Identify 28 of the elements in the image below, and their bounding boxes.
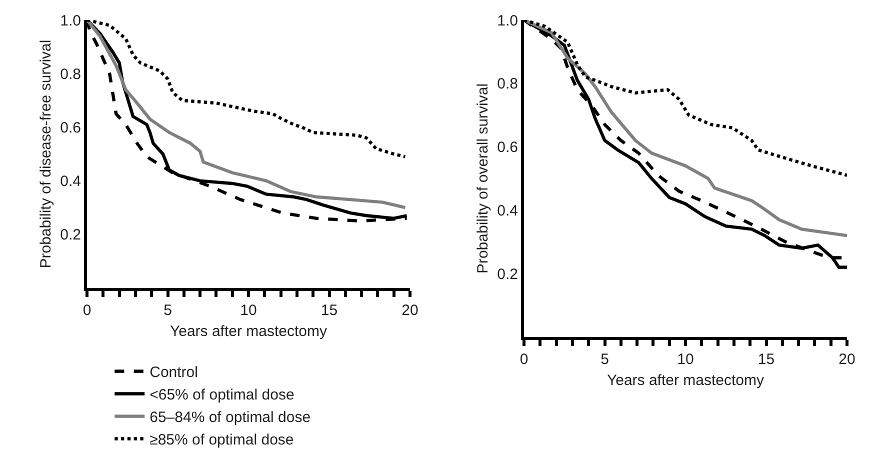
x-tick-label: 20 [838, 351, 856, 368]
x-axis-title: Years after mastectomy [606, 372, 764, 389]
y-tick-label: 0.2 [497, 266, 518, 283]
y-axis-title: Probability of disease-free survival [37, 40, 54, 268]
y-tick-label: 1.0 [497, 12, 518, 30]
y-tick-label: 0.2 [60, 226, 81, 244]
legend-label: 65–84% of optimal dose [150, 409, 311, 426]
legend-label: Control [150, 364, 198, 382]
legend-label: ≥85% of optimal dose [150, 432, 294, 449]
x-tick-label: 10 [240, 302, 257, 319]
x-tick-label: 5 [600, 351, 609, 368]
y-tick-label: 0.4 [60, 173, 81, 190]
x-tick-label: 5 [164, 302, 172, 319]
x-tick-label: 15 [758, 351, 775, 368]
y-tick-label: 0.8 [60, 66, 81, 83]
x-tick-label: 20 [402, 302, 418, 319]
x-tick-label: 10 [677, 351, 694, 368]
y-tick-label: 0.6 [60, 119, 81, 136]
y-axis-title: Probability of overall survival [474, 83, 492, 274]
y-tick-label: 0.4 [497, 202, 518, 220]
y-tick-label: 0.8 [497, 76, 518, 93]
x-tick-label: 0 [520, 351, 528, 368]
y-tick-label: 0.6 [497, 139, 518, 156]
legend-label: <65% of optimal dose [150, 386, 294, 404]
x-tick-label: 0 [82, 302, 92, 319]
y-tick-label: 1.0 [60, 12, 81, 30]
x-axis-title: Years after mastectomy [170, 323, 328, 340]
x-tick-label: 15 [320, 302, 338, 319]
